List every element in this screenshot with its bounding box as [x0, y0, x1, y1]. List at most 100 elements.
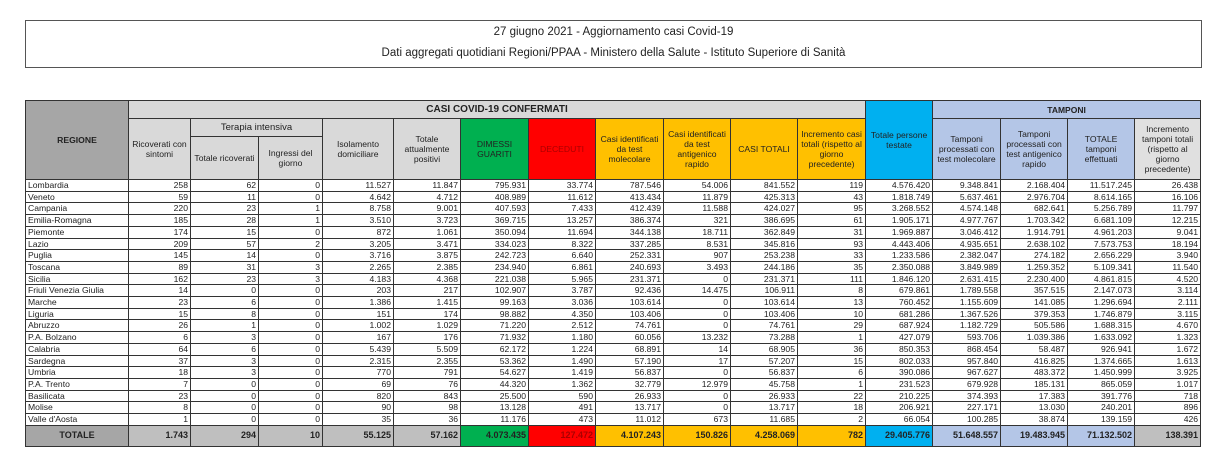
table-cell: 593.706	[932, 331, 1002, 344]
table-row: Sicilia 162 23 3 4.183 4.368 221.038 5.965 231.3…	[25, 272, 1202, 286]
table-cell: 253.238	[730, 249, 798, 262]
table-cell: 350.094	[460, 225, 529, 239]
table-cell: 3.940	[1134, 249, 1202, 262]
table-cell: 679.861	[865, 284, 934, 298]
table-cell: 2.631.415	[932, 272, 1002, 286]
table-cell: 2.976.704	[1000, 190, 1069, 204]
table-cell: 56.837	[595, 366, 664, 379]
table-cell: 2.315	[322, 354, 394, 368]
table-cell: 231.371	[730, 272, 798, 286]
table-cell: 111	[796, 272, 867, 286]
table-cell: 6	[190, 296, 259, 309]
header-totale-tamponi: TOTALE tamponi effettuati	[1067, 118, 1136, 180]
totals-row: TOTALE 1.743 294 10 55.125 57.162 4.073.435 127…	[25, 424, 1202, 447]
table-cell: 2.382.047	[932, 249, 1002, 262]
table-cell: 3.036	[528, 296, 596, 309]
table-cell: 4.977.767	[932, 214, 1002, 227]
table-cell: 11.685	[730, 413, 798, 426]
table-cell: 1	[796, 331, 867, 344]
table-cell: 90	[322, 401, 394, 415]
table-cell: 2.656.229	[1067, 249, 1136, 262]
total-cell: 138.391	[1134, 424, 1202, 447]
table-cell: 231.523	[865, 377, 934, 391]
table-cell: 6	[190, 342, 259, 356]
table-cell: 98.882	[460, 307, 529, 321]
table-cell: 119	[796, 179, 867, 192]
header-totale-positivi: Totale attualmente positivi	[393, 118, 461, 180]
table-cell: 9.001	[393, 202, 461, 216]
table-cell: 3.510	[322, 214, 394, 227]
table-cell: 926.941	[1067, 342, 1136, 356]
table-cell: 22	[796, 389, 867, 403]
table-cell: 374.393	[932, 389, 1002, 403]
table-cell: 11.797	[1134, 202, 1202, 216]
table-cell: 1	[258, 202, 323, 216]
table-cell: 38.874	[1000, 413, 1069, 426]
table-row: Emilia-Romagna 185 28 1 3.510 3.723 369.715 13.…	[25, 214, 1202, 227]
table-cell: 210.225	[865, 389, 934, 403]
table-cell: 36	[796, 342, 867, 356]
table-row: Abruzzo 26 1 0 1.002 1.029 71.220 2.512 74.761 0 7…	[25, 319, 1202, 333]
table-cell: 7.433	[528, 202, 596, 216]
table-cell: 4.574.148	[932, 202, 1002, 216]
table-cell: 1.633.092	[1067, 331, 1136, 344]
table-cell: 473	[528, 413, 596, 426]
table-row: Campania 220 23 1 8.758 9.001 407.593 7.433 412.…	[25, 202, 1202, 216]
table-cell: 11.612	[528, 190, 596, 204]
table-cell: 221.038	[460, 272, 529, 286]
table-cell: 43	[796, 190, 867, 204]
total-cell: 29.405.776	[865, 424, 934, 447]
table-cell: 1.415	[393, 296, 461, 309]
table-cell: 26.438	[1134, 179, 1202, 192]
table-cell: 13.232	[663, 331, 731, 344]
region-name: Marche	[25, 296, 129, 309]
table-cell: 4.642	[322, 190, 394, 204]
table-cell: 3.046.412	[932, 225, 1002, 239]
table-cell: 11	[190, 190, 259, 204]
table-cell: 3.493	[663, 260, 731, 274]
total-cell: 4.107.243	[595, 424, 664, 447]
totals-label: TOTALE	[25, 424, 129, 447]
table-cell: 2.111	[1134, 296, 1202, 309]
table-cell: 53.362	[460, 354, 529, 368]
table-cell: 44.320	[460, 377, 529, 391]
table-cell: 31	[190, 260, 259, 274]
table-cell: 872	[322, 225, 394, 239]
table-cell: 787.546	[595, 179, 664, 192]
table-cell: 145	[128, 249, 191, 262]
header-tamponi-molecolare: Tamponi processati con test molecolare	[932, 118, 1002, 180]
table-cell: 0	[258, 190, 323, 204]
table-cell: 5.509	[393, 342, 461, 356]
table-cell: 0	[258, 307, 323, 321]
table-cell: 3.849.989	[932, 260, 1002, 274]
report-title: 27 giugno 2021 - Aggiornamento casi Covi…	[493, 26, 734, 38]
table-cell: 681.286	[865, 307, 934, 321]
table-cell: 220	[128, 202, 191, 216]
table-cell: 426	[1134, 413, 1202, 426]
table-cell: 59	[128, 190, 191, 204]
table-cell: 6.861	[528, 260, 596, 274]
table-cell: 3.716	[322, 249, 394, 262]
table-cell: 176	[393, 331, 461, 344]
table-cell: 17.383	[1000, 389, 1069, 403]
table-cell: 252.331	[595, 249, 664, 262]
table-cell: 25.500	[460, 389, 529, 403]
report-subtitle: Dati aggregati quotidiani Regioni/PPAA -…	[381, 47, 846, 59]
table-cell: 0	[190, 413, 259, 426]
region-name: Toscana	[25, 260, 129, 274]
table-cell: 3	[258, 260, 323, 274]
region-name: Liguria	[25, 307, 129, 321]
table-row: Sardegna 37 3 0 2.315 2.355 53.362 1.490 57.190 1…	[25, 354, 1202, 368]
table-cell: 1.613	[1134, 354, 1202, 368]
table-cell: 957.840	[932, 354, 1002, 368]
table-cell: 102.907	[460, 284, 529, 298]
total-cell: 57.162	[393, 424, 461, 447]
region-name: Friuli Venezia Giulia	[25, 284, 129, 298]
total-cell: 782	[796, 424, 867, 447]
table-cell: 1.374.665	[1067, 354, 1136, 368]
table-cell: 3	[190, 331, 259, 344]
table-cell: 32.779	[595, 377, 664, 391]
table-cell: 0	[258, 389, 323, 403]
table-cell: 967.627	[932, 366, 1002, 379]
table-cell: 33	[796, 249, 867, 262]
